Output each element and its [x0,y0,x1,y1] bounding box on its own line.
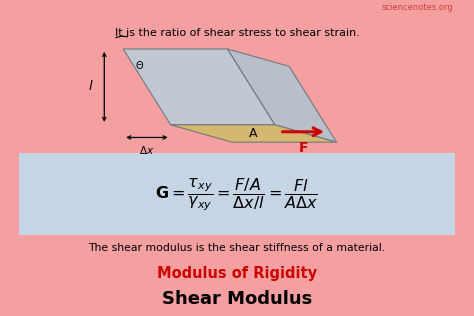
Text: The shear modulus is the shear stiffness of a material.: The shear modulus is the shear stiffness… [89,243,385,253]
Text: l: l [88,80,92,94]
Text: $\Delta x$: $\Delta x$ [139,144,155,156]
Text: $\Theta$: $\Theta$ [135,59,145,71]
Text: It is the ratio of shear stress to shear strain.: It is the ratio of shear stress to shear… [115,28,359,38]
Polygon shape [123,49,275,125]
Text: Shear Modulus: Shear Modulus [162,290,312,307]
Text: F: F [299,141,308,155]
Polygon shape [171,125,337,142]
Polygon shape [228,49,337,142]
Text: Modulus of Rigidity: Modulus of Rigidity [157,266,317,281]
Text: $\mathbf{G} = \dfrac{\tau_{xy}}{\gamma_{xy}} = \dfrac{F/A}{\Delta x/l} = \dfrac{: $\mathbf{G} = \dfrac{\tau_{xy}}{\gamma_{… [155,176,319,213]
Text: A: A [249,127,258,140]
Text: sciencenotes.org: sciencenotes.org [381,3,453,12]
FancyBboxPatch shape [19,153,455,235]
